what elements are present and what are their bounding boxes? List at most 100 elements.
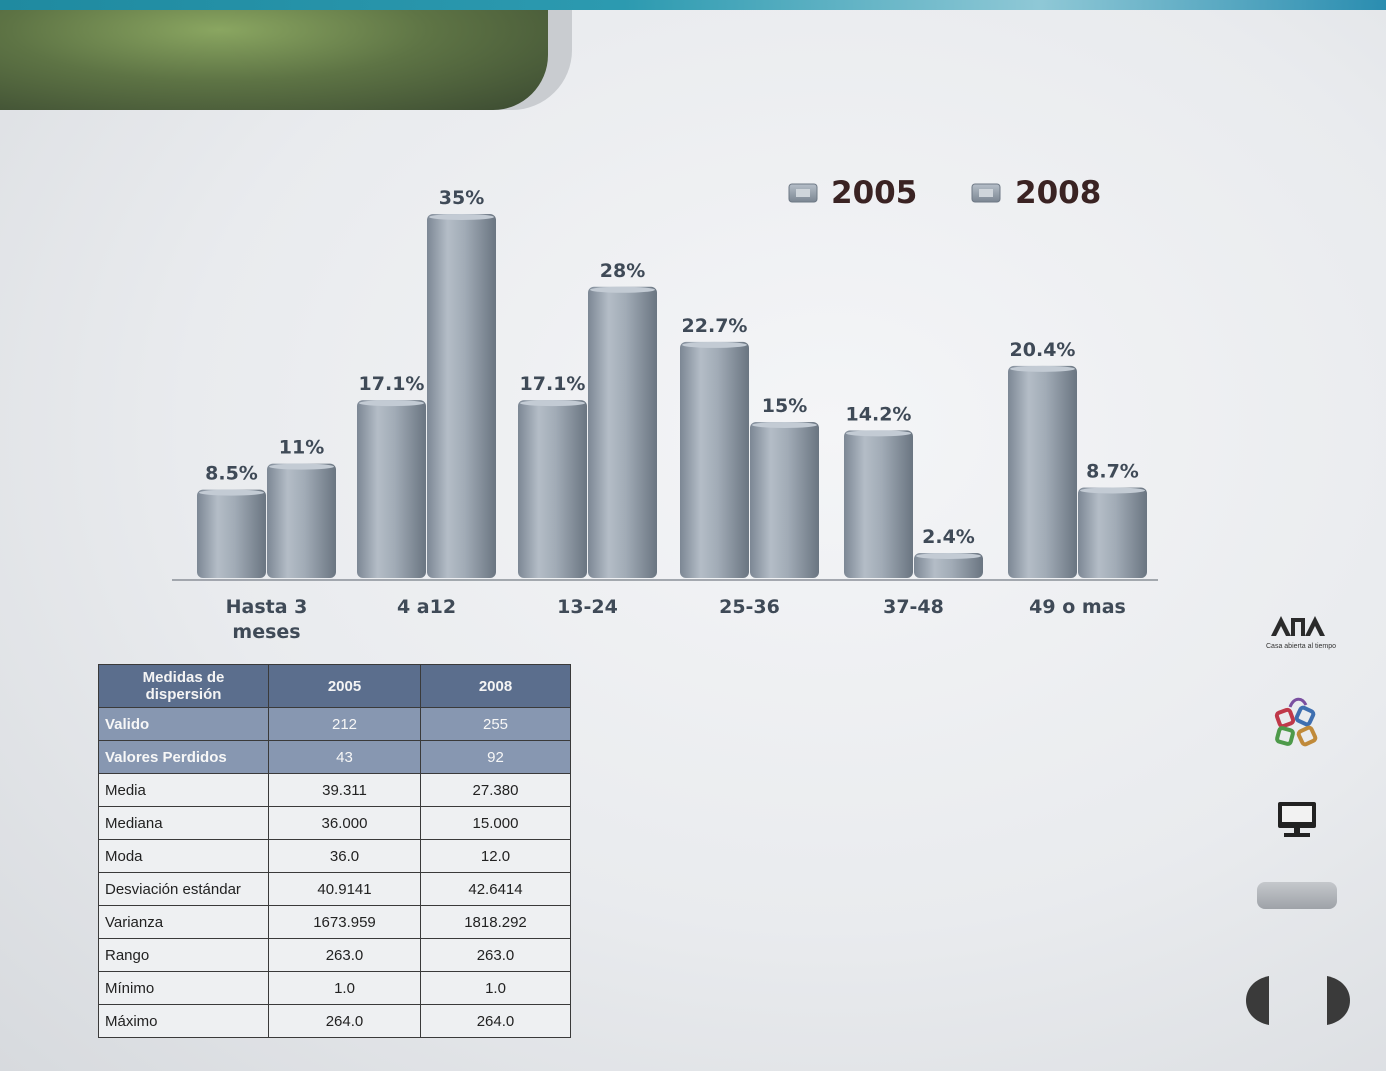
row-label: Valores Perdidos xyxy=(98,740,269,774)
cell-2005: 1.0 xyxy=(268,971,421,1005)
x-tick-label-0: meses xyxy=(232,621,300,643)
bar-cap-2005-5 xyxy=(1010,365,1075,372)
cell-2008: 1818.292 xyxy=(420,905,571,939)
side-menu-button[interactable] xyxy=(1257,882,1337,909)
cell-2005: 43 xyxy=(268,740,421,774)
bar-cap-2008-5 xyxy=(1080,487,1145,494)
bar-2005-2 xyxy=(518,400,587,578)
data-label-2005-5: 20.4% xyxy=(1010,339,1076,361)
bar-2005-0 xyxy=(197,489,266,578)
cell-2008: 263.0 xyxy=(420,938,571,972)
uam-logo[interactable]: Casa abierta al tiempo xyxy=(1266,614,1337,650)
bar-cap-2008-2 xyxy=(590,286,655,293)
bar-cap-2008-0 xyxy=(269,463,334,470)
legend: 2005 2008 xyxy=(788,175,1101,211)
cell-2008: 12.0 xyxy=(420,839,571,873)
table-row: Media 39.311 27.380 xyxy=(98,773,571,807)
x-tick-label-0: Hasta 3 xyxy=(226,596,308,618)
table-header: 2005 xyxy=(268,664,421,708)
data-label-2005-3: 22.7% xyxy=(682,315,748,337)
bar-cap-2008-3 xyxy=(752,422,817,428)
table-header-row: Medidas de dispersión 2005 2008 xyxy=(98,664,571,708)
legend-label-2008: 2008 xyxy=(1015,175,1101,211)
row-label: Media xyxy=(98,773,269,807)
cell-2005: 39.311 xyxy=(268,773,421,807)
bar-2005-1 xyxy=(357,400,426,578)
legend-item-2008: 2008 xyxy=(971,175,1101,211)
data-label-2005-4: 14.2% xyxy=(846,403,912,425)
cell-2008: 1.0 xyxy=(420,971,571,1005)
cell-2005: 212 xyxy=(268,707,421,741)
bar-cap-2005-2 xyxy=(520,400,585,407)
cell-2008: 15.000 xyxy=(420,806,571,840)
bar-2005-5 xyxy=(1008,365,1077,578)
x-tick-label-5: 49 o mas xyxy=(1029,596,1126,618)
row-label: Máximo xyxy=(98,1004,269,1038)
cell-2005: 263.0 xyxy=(268,938,421,972)
data-label-2008-2: 28% xyxy=(600,260,645,282)
monitor-icon[interactable] xyxy=(1276,800,1318,842)
data-label-2008-3: 15% xyxy=(762,395,807,417)
prev-arrow-icon[interactable] xyxy=(1246,976,1269,1025)
bar-2008-4 xyxy=(914,553,983,578)
bar-2008-5 xyxy=(1078,487,1147,578)
cell-2008: 264.0 xyxy=(420,1004,571,1038)
cell-2008: 92 xyxy=(420,740,571,774)
bar-2008-1 xyxy=(427,214,496,578)
row-label: Valido xyxy=(98,707,269,741)
bar-cap-2005-3 xyxy=(682,341,747,348)
bar-cap-2005-0 xyxy=(199,489,264,496)
cell-2005: 40.9141 xyxy=(268,872,421,906)
cell-2008: 255 xyxy=(420,707,571,741)
table-row: Mediana 36.000 15.000 xyxy=(98,806,571,840)
title-banner xyxy=(0,10,548,110)
table-row: Rango 263.0 263.0 xyxy=(98,938,571,972)
table-row: Moda 36.0 12.0 xyxy=(98,839,571,873)
data-label-2008-0: 11% xyxy=(279,437,324,459)
bars: 8.5% 11% 17.1% 35% 17.1% 28% 22.7% 15% 14.2% 2.4%… xyxy=(197,187,1147,578)
table-row: Varianza 1673.959 1818.292 xyxy=(98,905,571,939)
bar-2008-0 xyxy=(267,463,336,578)
bar-2008-3 xyxy=(750,422,819,578)
table-row: Desviación estándar 40.9141 42.6414 xyxy=(98,872,571,906)
x-tick-label-1: 4 a12 xyxy=(397,596,456,618)
data-label-2008-1: 35% xyxy=(439,187,484,209)
cell-2005: 1673.959 xyxy=(268,905,421,939)
top-accent-bar xyxy=(0,0,1386,10)
table-header: 2008 xyxy=(420,664,571,708)
row-label: Varianza xyxy=(98,905,269,939)
row-label: Rango xyxy=(98,938,269,972)
cell-2005: 36.0 xyxy=(268,839,421,873)
x-tick-label-3: 25-36 xyxy=(719,596,780,618)
data-label-2005-1: 17.1% xyxy=(359,373,425,395)
data-label-2008-4: 2.4% xyxy=(922,526,975,548)
table-header: Medidas de dispersión xyxy=(98,664,269,708)
row-label: Mediana xyxy=(98,806,269,840)
cell-2005: 264.0 xyxy=(268,1004,421,1038)
table-row: Mínimo 1.0 1.0 xyxy=(98,971,571,1005)
legend-item-2005: 2005 xyxy=(788,175,917,211)
row-label: Mínimo xyxy=(98,971,269,1005)
uam-logo-mark xyxy=(1271,616,1325,636)
next-arrow-icon[interactable] xyxy=(1327,976,1350,1025)
cell-2005: 36.000 xyxy=(268,806,421,840)
cell-2008: 42.6414 xyxy=(420,872,571,906)
bar-cap-2008-1 xyxy=(429,214,494,220)
bar-2008-2 xyxy=(588,286,657,578)
data-label-2005-2: 17.1% xyxy=(520,373,586,395)
x-tick-label-2: 13-24 xyxy=(557,596,618,618)
bar-2005-4 xyxy=(844,430,913,578)
dispersion-stats-table: Medidas de dispersión 2005 2008 Valido 21… xyxy=(98,664,571,1038)
row-label: Desviación estándar xyxy=(98,872,269,906)
bar-cap-2005-4 xyxy=(846,430,911,437)
bar-cap-2005-1 xyxy=(359,400,424,407)
bar-2005-3 xyxy=(680,341,749,578)
uam-logo-tagline: Casa abierta al tiempo xyxy=(1266,643,1337,650)
bar-cap-2008-4 xyxy=(916,553,981,560)
data-label-2008-5: 8.7% xyxy=(1086,461,1139,483)
cell-2008: 27.380 xyxy=(420,773,571,807)
legend-label-2005: 2005 xyxy=(831,175,917,211)
row-label: Moda xyxy=(98,839,269,873)
bar-chart: 2005 2008 8.5% 11% 17.1% 35% 17.1% 28% 22.7% 15… xyxy=(172,175,1158,643)
puzzle-icon[interactable] xyxy=(1270,695,1326,755)
